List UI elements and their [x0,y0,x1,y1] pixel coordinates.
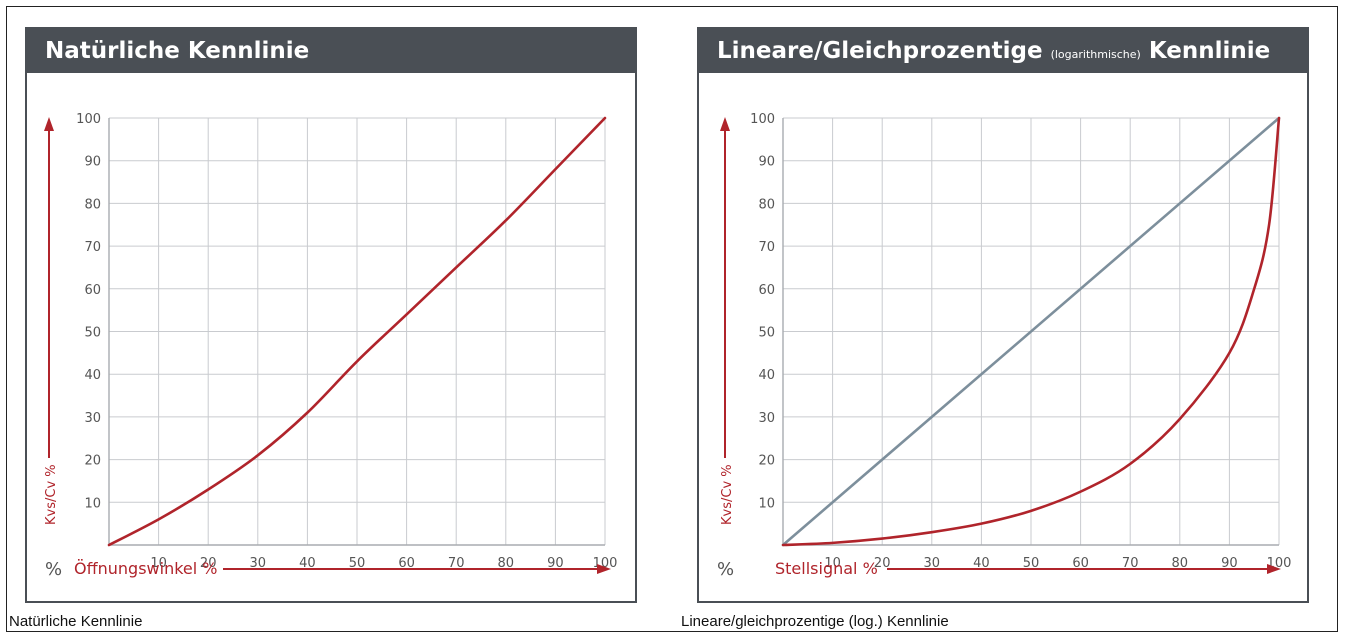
x-tick-label: 10 [150,556,167,571]
x-axis-arrowhead [597,564,611,574]
y-tick-label: 50 [758,326,775,341]
x-tick-label: 50 [1023,556,1040,571]
x-tick-label: 60 [398,556,415,571]
x-tick-label: 50 [349,556,366,571]
y-tick-label: 100 [76,112,101,127]
x-tick-label: 60 [1072,556,1089,571]
x-tick-label: 70 [1122,556,1139,571]
chart-title-linear-log: Lineare/Gleichprozentige (logarithmische… [699,29,1307,73]
x-tick-label: 80 [1172,556,1189,571]
x-tick-label: 90 [547,556,564,571]
page-frame: Natürliche Kennlinie 10 20 30 40 50 60 70 80 90 1… [6,6,1338,632]
x-tick-label: 80 [498,556,515,571]
y-tick-label: 30 [84,411,101,426]
y-tick-label: 20 [84,454,101,469]
series-line-curve [781,116,1281,547]
x-tick-label: 30 [250,556,267,571]
x-tick-label: 70 [448,556,465,571]
y-tick-label: 90 [758,155,775,170]
y-tick-label: 40 [758,368,775,383]
x-tick-label: 20 [200,556,217,571]
series-line-curve [107,116,607,547]
x-tick-label: 30 [924,556,941,571]
origin-percent-label: % [45,559,62,580]
y-tick-label: 40 [84,368,101,383]
y-tick-label: 20 [758,454,775,469]
x-tick-label: 40 [973,556,990,571]
y-tick-label: 90 [84,155,101,170]
y-tick-label: 80 [758,197,775,212]
chart-natural: 10 20 30 40 50 60 70 80 90 100 10 20 30 40 50 60 70 80 90… [44,112,617,580]
x-axis-arrowhead [1267,564,1281,574]
y-tick-label: 70 [758,240,775,255]
y-tick-label: 70 [84,240,101,255]
y-tick-label: 80 [84,197,101,212]
y-tick-label: 100 [750,112,775,127]
y-tick-label: 10 [84,496,101,511]
caption-natural: Natürliche Kennlinie [9,613,143,630]
caption-linear-log: Lineare/gleichprozentige (log.) Kennlini… [681,613,949,630]
chart-linear-log: 10 20 30 40 50 60 70 80 90 100 10 20 30 40 50 60 70 80 90… [717,112,1291,580]
y-tick-label: 10 [758,496,775,511]
chart-panel-linear-log: Lineare/Gleichprozentige (logarithmische… [697,27,1309,603]
chart-title-natural: Natürliche Kennlinie [27,29,635,73]
x-tick-label: 40 [299,556,316,571]
y-tick-label: 60 [758,283,775,298]
y-axis-arrowhead [720,117,730,131]
x-tick-label: 90 [1221,556,1238,571]
y-axis-label: Kvs/Cv % [720,464,735,525]
x-tick-label: 20 [874,556,891,571]
y-tick-label: 60 [84,283,101,298]
origin-percent-label: % [717,559,734,580]
y-tick-label: 50 [84,326,101,341]
y-tick-label: 30 [758,411,775,426]
x-axis-label: Stellsignal % [775,559,878,578]
series-line-linear [781,116,1281,547]
x-axis-label: Öffnungswinkel % [74,559,217,578]
y-axis-arrowhead [44,117,54,131]
chart-panel-natural: Natürliche Kennlinie 10 20 30 40 50 60 70 80 90 1… [25,27,637,603]
y-axis-label: Kvs/Cv % [44,464,59,525]
x-tick-label: 10 [824,556,841,571]
